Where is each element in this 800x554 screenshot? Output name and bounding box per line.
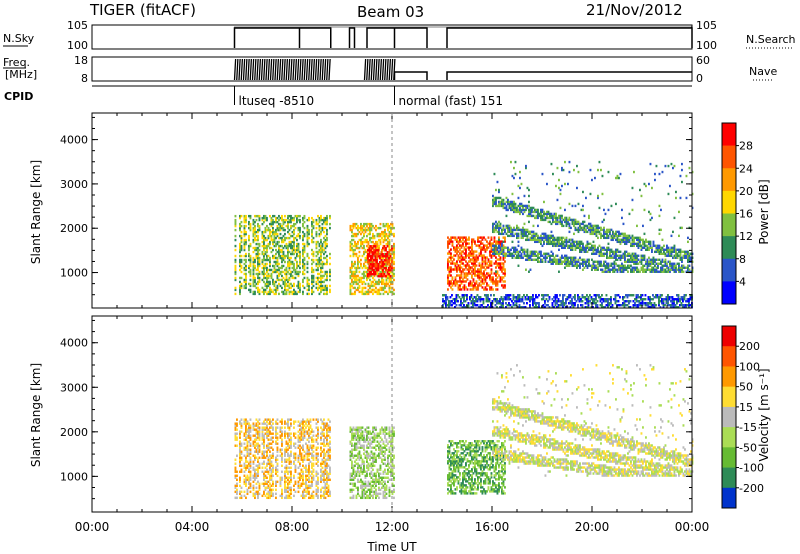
velocity-cbar-tick-label-1: 100 [739, 360, 760, 373]
power-cbar-tick-label-5: 8 [739, 253, 746, 266]
velocity-cbar-label: Velocity [m s⁻¹] [757, 368, 771, 461]
freq-label-2: [MHz] [5, 68, 37, 81]
velocity-cbar-tick-label-2: 50 [739, 381, 753, 394]
nsky-tick-bottom: 100 [67, 39, 88, 52]
power-region-4 [492, 160, 694, 273]
power-cbar-tick-label-6: 4 [739, 275, 746, 288]
velocity-cbar-segment-5 [722, 427, 736, 448]
x-tick-label-3: 12:00 [375, 520, 410, 534]
power-cbar-segment-4 [722, 213, 736, 237]
power-region-3 [447, 236, 506, 291]
nsky-tick-top: 105 [67, 19, 88, 32]
freq-panel-frame [91, 56, 693, 82]
power-cbar-segment-6 [722, 258, 736, 282]
nave-tick-top: 60 [696, 54, 710, 67]
cpid-segment-1: normal (fast) 151 [399, 94, 503, 108]
power-cbar-segment-0 [722, 123, 736, 146]
velocity-region-2 [447, 440, 506, 495]
velocity-region-0 [234, 418, 331, 500]
velocity-cbar-segment-3 [722, 386, 736, 408]
cpid-segment-0: ltuseq -8510 [239, 94, 315, 108]
power-ytick-label-1: 2000 [60, 222, 88, 235]
velocity-cbar-tick-label-0: 200 [739, 340, 760, 353]
beam-label: Beam 03 [357, 3, 424, 21]
velocity-cbar-frame [721, 325, 737, 509]
power-ylabel: Slant Range [km] [29, 160, 43, 264]
nave-tick-bottom: 0 [696, 72, 703, 85]
power-ytick-label-2: 3000 [60, 178, 88, 191]
velocity-ylabel: Slant Range [km] [29, 363, 43, 467]
velocity-cbar-segment-0 [722, 326, 736, 347]
power-cbar-tick-label-1: 24 [739, 162, 753, 175]
x-tick-label-6: 00:00 [675, 520, 710, 534]
power-cbar-segment-5 [722, 236, 736, 260]
nsky-label: N.Sky [3, 32, 35, 45]
nsearch-tick-bottom: 100 [696, 39, 717, 52]
velocity-cbar-tick-label-6: -100 [739, 462, 764, 475]
velocity-cbar-segment-7 [722, 467, 736, 489]
velocity-cbar-segment-8 [722, 487, 736, 509]
power-cbar-tick-label-0: 28 [739, 140, 753, 153]
date-label: 21/Nov/2012 [586, 1, 683, 19]
velocity-cbar-segment-1 [722, 346, 736, 367]
x-tick-label-2: 08:00 [275, 520, 310, 534]
cpid-label: CPID [4, 90, 33, 103]
x-tick-label-5: 20:00 [575, 520, 610, 534]
velocity-cbar-segment-4 [722, 406, 736, 428]
nsky-trace [233, 27, 693, 48]
power-region-0 [234, 214, 331, 296]
x-tick-label-4: 16:00 [475, 520, 510, 534]
radar-title: TIGER (fitACF) [89, 1, 196, 19]
heatmap-power [234, 160, 694, 309]
heatmap-velocity [234, 364, 694, 500]
velocity-ytick-label-2: 3000 [60, 381, 88, 394]
x-axis-label: Time UT [366, 540, 417, 554]
x-tick-label-0: 00:00 [75, 520, 110, 534]
power-cbar-segment-7 [722, 281, 736, 305]
power-cbar-segment-3 [722, 190, 736, 214]
velocity-ytick-label-3: 4000 [60, 337, 88, 350]
power-cbar-segment-1 [722, 145, 736, 169]
velocity-region-1 [349, 426, 395, 500]
power-cbar-tick-label-2: 20 [739, 185, 753, 198]
nsearch-tick-top: 105 [696, 19, 717, 32]
freq-tick-top: 18 [74, 54, 88, 67]
power-ytick-label-0: 1000 [60, 267, 88, 280]
velocity-cbar-segment-2 [722, 366, 736, 387]
velocity-region-3 [492, 364, 694, 477]
velocity-cbar-tick-label-5: -50 [739, 441, 757, 454]
power-cbar-label: Power [dB] [757, 179, 771, 244]
velocity-ytick-label-1: 2000 [60, 426, 88, 439]
velocity-cbar-tick-label-7: -200 [739, 482, 764, 495]
nave-label: Nave [749, 65, 777, 78]
velocity-cbar-tick-label-4: -15 [739, 421, 757, 434]
power-cbar-tick-label-3: 16 [739, 208, 753, 221]
nsearch-label: N.Search [746, 33, 796, 46]
plot-layer: 105 100 105 100 18 8 60 0 ltuseq -8510 normal (fa… [3, 19, 792, 534]
velocity-cbar-segment-6 [722, 447, 736, 468]
power-cbar-segment-2 [722, 168, 736, 192]
power-cbar-tick-label-4: 12 [739, 230, 753, 243]
freq-label-1: Freq. [3, 56, 30, 69]
velocity-ytick-label-0: 1000 [60, 470, 88, 483]
power-region-2 [367, 245, 393, 278]
nave-trace [393, 71, 692, 80]
x-tick-label-1: 04:00 [175, 520, 210, 534]
power-ytick-label-3: 4000 [60, 134, 88, 147]
power-region-5 [442, 294, 693, 309]
freq-tick-bottom: 8 [81, 72, 88, 85]
freq-trace [233, 58, 396, 81]
velocity-cbar-tick-label-3: 15 [739, 401, 753, 414]
